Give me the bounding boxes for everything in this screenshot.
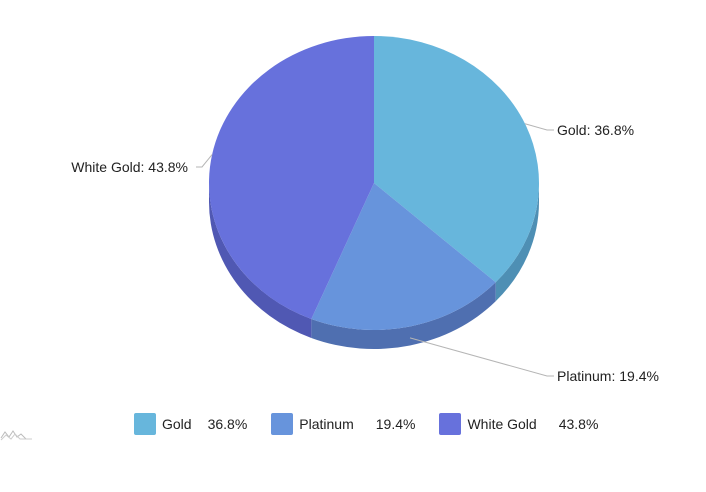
legend-value-gold: 36.8% <box>207 416 248 432</box>
pie-slice-white-gold[interactable] <box>208 35 374 319</box>
legend-value-platinum: 19.4% <box>375 416 416 432</box>
leader-line-platinum <box>409 337 554 377</box>
pie-slice-platinum[interactable] <box>311 183 496 330</box>
legend-label-gold: Gold <box>162 416 192 432</box>
pie-side-white-gold <box>209 183 312 338</box>
legend-swatch-platinum <box>271 413 294 435</box>
leader-line-white-gold <box>196 154 213 168</box>
chart-logo-icon[interactable] <box>0 424 34 444</box>
legend-item-gold[interactable]: Gold 36.8% <box>134 413 247 435</box>
pie-3d-sides <box>209 183 539 349</box>
legend: Gold 36.8% Platinum 19.4% White Gold 43.… <box>134 413 598 435</box>
slice-labels: Gold: 36.8% Platinum: 19.4% White Gold: … <box>71 122 659 384</box>
pie-side-gold <box>495 183 539 302</box>
pie-slice-gold[interactable] <box>374 36 539 283</box>
slice-label-gold: Gold: 36.8% <box>557 122 634 138</box>
legend-value-white-gold: 43.8% <box>558 416 599 432</box>
label-leader-lines <box>196 123 554 377</box>
slice-label-white-gold: White Gold: 43.8% <box>71 159 188 175</box>
pie-side-platinum <box>311 282 496 349</box>
legend-label-white-gold: White Gold <box>467 416 537 432</box>
legend-item-white-gold[interactable]: White Gold 43.8% <box>439 413 598 435</box>
legend-label-platinum: Platinum <box>299 416 354 432</box>
legend-swatch-gold <box>134 413 156 435</box>
pie-slices <box>208 35 539 330</box>
legend-swatch-white-gold <box>439 413 462 435</box>
leader-line-gold <box>524 123 554 131</box>
slice-label-platinum: Platinum: 19.4% <box>557 368 659 384</box>
legend-item-platinum[interactable]: Platinum 19.4% <box>271 413 415 435</box>
